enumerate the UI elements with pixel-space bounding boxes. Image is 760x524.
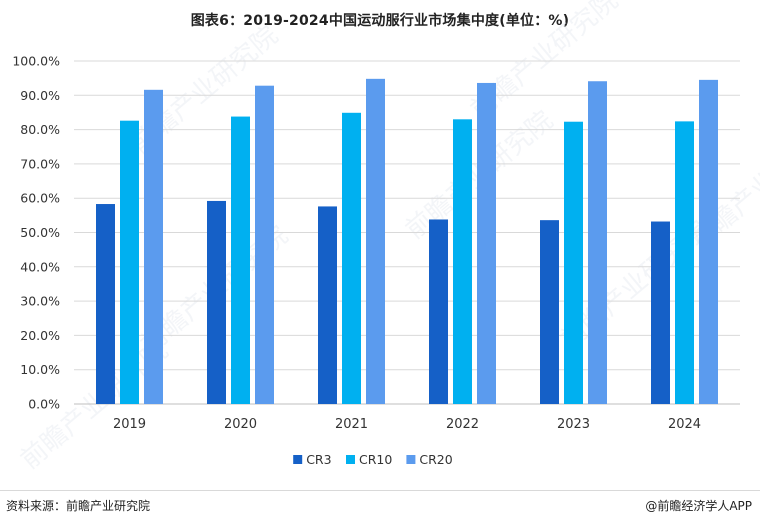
legend-swatch [293, 455, 303, 464]
legend-label: CR20 [419, 452, 452, 467]
bar-cr20-2022 [477, 82, 496, 405]
bar-cr10-2022 [453, 119, 472, 404]
grid-lines [74, 60, 740, 405]
bar-cr3-2022 [429, 219, 448, 404]
x-tick-label: 2019 [113, 417, 146, 432]
bar-cr10-2024 [675, 121, 694, 405]
legend: CR3 CR10 CR20 [293, 452, 453, 467]
bar-cr10-2020 [231, 116, 250, 404]
watermark-text: 前瞻产业研究院 [685, 115, 760, 255]
y-tick-label: 100.0% [12, 54, 60, 69]
y-axis: 0.0% 10.0% 20.0% 30.0% 40.0% 50.0% 60.0% 70.0% 8… [12, 54, 60, 412]
bar-cr3-2023 [540, 220, 559, 404]
chart-title: 图表6：2019-2024中国运动服行业市场集中度(单位：%) [190, 13, 570, 29]
y-tick-label: 50.0% [20, 225, 60, 240]
bar-cr20-2019 [144, 89, 163, 404]
bar-cr3-2019 [96, 204, 115, 404]
y-tick-label: 20.0% [20, 328, 60, 343]
bar-cr20-2024 [699, 79, 718, 405]
bar-cr3-2021 [318, 206, 337, 404]
legend-label: CR10 [359, 452, 392, 467]
y-tick-label: 70.0% [20, 156, 60, 171]
bar-cr10-2023 [564, 121, 583, 404]
y-tick-label: 40.0% [20, 259, 60, 274]
legend-swatch [346, 455, 355, 464]
bar-cr3-2020 [207, 200, 226, 404]
source-text: 资料来源：前瞻产业研究院 [6, 499, 151, 513]
y-tick-label: 0.0% [28, 397, 60, 412]
y-tick-label: 10.0% [20, 362, 60, 377]
y-tick-label: 80.0% [20, 122, 60, 137]
x-tick-label: 2021 [335, 417, 368, 432]
bar-cr20-2023 [588, 81, 607, 404]
legend-label: CR3 [306, 452, 331, 467]
legend-item-cr20: CR20 [406, 452, 453, 467]
legend-item-cr3: CR3 [293, 452, 332, 467]
x-tick-label: 2022 [446, 417, 479, 432]
x-tick-label: 2024 [668, 417, 701, 432]
bar-cr10-2021 [342, 112, 361, 404]
footer: 资料来源：前瞻产业研究院 @前瞻经济学人APP [0, 490, 760, 524]
x-axis: 2019 2020 2021 2022 2023 2024 [113, 417, 701, 432]
y-tick-label: 90.0% [20, 88, 60, 103]
y-tick-label: 30.0% [20, 294, 60, 309]
bar-cr20-2021 [366, 78, 385, 404]
y-tick-label: 60.0% [20, 191, 60, 206]
bars [96, 78, 718, 405]
x-tick-label: 2023 [557, 417, 590, 432]
bar-cr10-2019 [120, 120, 139, 404]
legend-item-cr10: CR10 [346, 452, 392, 467]
brand-text: @前瞻经济学人APP [645, 499, 752, 513]
bar-cr3-2024 [651, 221, 670, 404]
bar-cr20-2020 [255, 85, 274, 405]
x-tick-label: 2020 [224, 417, 257, 432]
legend-swatch [406, 455, 416, 464]
